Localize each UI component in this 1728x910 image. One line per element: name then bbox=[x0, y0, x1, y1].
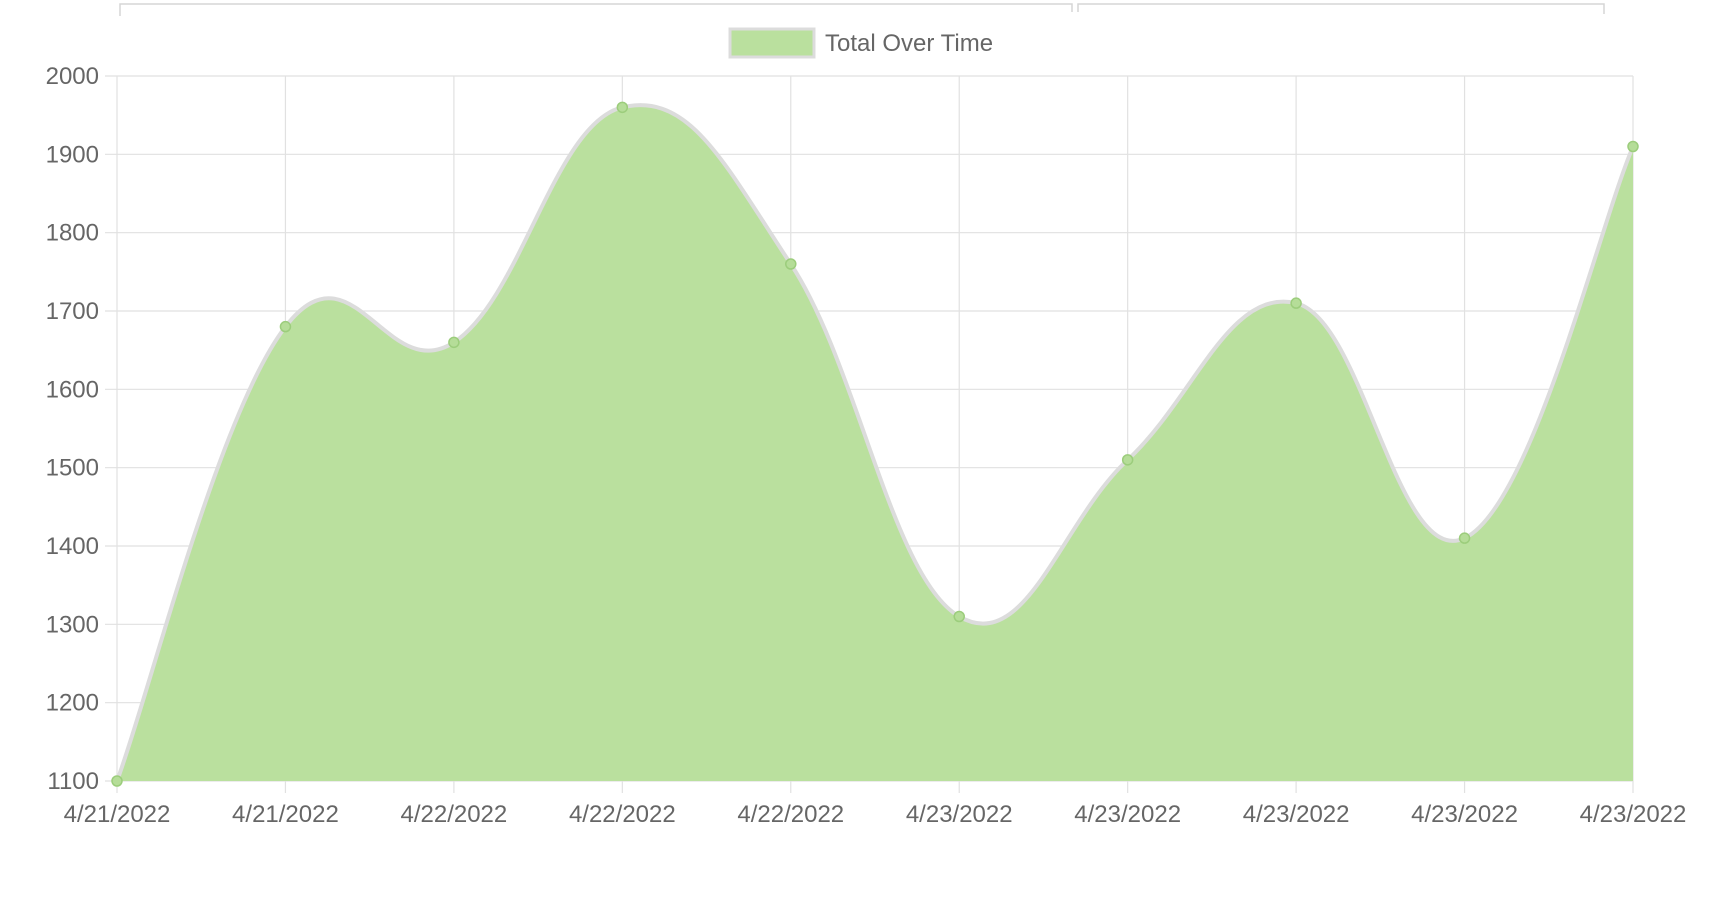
legend[interactable]: Total Over Time bbox=[728, 27, 993, 59]
x-tick-label: 4/23/2022 bbox=[1074, 801, 1181, 828]
legend-swatch bbox=[728, 27, 816, 59]
y-tick-label: 1100 bbox=[47, 768, 99, 795]
x-tick-label: 4/23/2022 bbox=[1243, 801, 1350, 828]
data-point[interactable] bbox=[616, 101, 629, 114]
top-frame bbox=[119, 3, 1605, 16]
x-tick-label: 4/21/2022 bbox=[64, 801, 171, 828]
x-tick-label: 4/23/2022 bbox=[1411, 801, 1518, 828]
data-point[interactable] bbox=[111, 775, 123, 787]
y-tick-label: 1700 bbox=[46, 298, 99, 325]
y-tick-label: 1900 bbox=[46, 141, 99, 168]
x-tick-label: 4/22/2022 bbox=[400, 801, 507, 828]
legend-label: Total Over Time bbox=[825, 30, 993, 57]
data-point[interactable] bbox=[448, 336, 460, 349]
x-tick-label: 4/23/2022 bbox=[1580, 801, 1687, 828]
x-tick-label: 4/23/2022 bbox=[906, 801, 1013, 828]
y-axis: 2000 1900 1800 1700 1600 1500 1400 1300 1200 1100 bbox=[46, 63, 99, 795]
data-point[interactable] bbox=[1627, 140, 1639, 153]
data-point[interactable] bbox=[1458, 532, 1471, 544]
y-tick-label: 1400 bbox=[46, 533, 99, 560]
x-tick-label: 4/22/2022 bbox=[737, 801, 844, 828]
data-point[interactable] bbox=[953, 610, 965, 623]
y-tick-label: 1800 bbox=[46, 220, 99, 247]
y-tick-label: 1600 bbox=[46, 376, 99, 403]
y-tick-label: 1200 bbox=[46, 690, 99, 717]
x-tick-label: 4/21/2022 bbox=[232, 801, 339, 828]
y-tick-label: 1500 bbox=[46, 455, 99, 482]
data-point[interactable] bbox=[279, 320, 292, 333]
series-line bbox=[115, 103, 1635, 782]
area-fill bbox=[117, 105, 1633, 782]
area-series bbox=[115, 103, 1635, 782]
y-tick-label: 2000 bbox=[46, 63, 99, 90]
data-point[interactable] bbox=[1121, 454, 1134, 466]
y-tick-label: 1300 bbox=[46, 611, 99, 638]
data-points bbox=[111, 101, 1639, 787]
x-axis: 4/21/2022 4/21/2022 4/22/2022 4/22/2022 4/22… bbox=[64, 801, 1687, 828]
x-tick-label: 4/22/2022 bbox=[569, 801, 676, 828]
data-point[interactable] bbox=[785, 258, 797, 270]
data-point[interactable] bbox=[1290, 297, 1302, 309]
